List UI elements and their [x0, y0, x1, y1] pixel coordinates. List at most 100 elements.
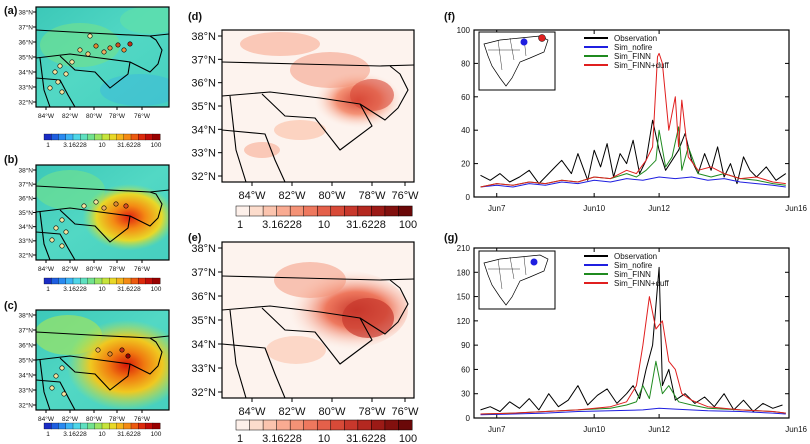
series-line-sim-finn-duff: [480, 296, 786, 415]
lon-label: 80°W: [86, 415, 103, 423]
colorbar-cell: [116, 133, 125, 141]
colorbar-label: 100: [399, 433, 417, 444]
colorbar-cell: [87, 422, 96, 430]
x-tick-label: Jun16: [785, 425, 807, 434]
colorbar-cell: [303, 205, 318, 217]
series-group: [480, 266, 786, 416]
observation-sites-b: [49, 199, 129, 249]
colorbar-label: 31.6228: [346, 433, 386, 444]
colorbar-cell: [80, 277, 88, 285]
lat-label: 37°N: [18, 326, 33, 334]
colorbar-cell: [303, 419, 318, 431]
rainbow-colorbars: 1 3.16228 10 31.6228 100 1 3.16228 10 31.6228 100…: [43, 133, 162, 438]
lon-label: 84°W: [38, 112, 55, 120]
lat-label: 36°N: [18, 38, 33, 46]
lon-label: 80°W: [318, 190, 346, 202]
lon-label: 82°W: [62, 415, 79, 423]
lat-label: 33°N: [191, 148, 216, 160]
legend-entry: Sim_FINN+duff: [614, 61, 670, 70]
map-panel-c: [35, 309, 170, 411]
y-tick-label: 180: [457, 268, 471, 277]
colorbar-cell: [65, 277, 74, 285]
colorbar-cell: [145, 422, 154, 430]
colorbar-cell: [262, 205, 278, 217]
series-line-sim-nofire: [480, 176, 786, 188]
panel-label-c: (c): [4, 300, 18, 312]
lat-label: 38°N: [18, 311, 33, 319]
lat-label: 36°N: [191, 78, 216, 90]
y-tick-label: 60: [461, 93, 470, 102]
y-tick-label: 0: [466, 193, 471, 202]
series-line-sim-finn: [480, 360, 786, 415]
y-tick-label: 100: [457, 26, 471, 35]
colorbar-cell: [94, 422, 103, 430]
lat-label: 32°N: [191, 387, 216, 399]
colorbar-cell: [72, 133, 81, 141]
lat-label: 37°N: [191, 54, 216, 66]
series-line-observation: [480, 266, 783, 412]
colorbar-cell: [109, 133, 117, 141]
colorbar-cell: [87, 277, 96, 285]
colorbar-cell: [51, 422, 59, 430]
lat-label: 37°N: [191, 267, 216, 279]
lat-label: 36°N: [191, 291, 216, 303]
colorbar-cell: [94, 277, 103, 285]
lat-label: 34°N: [18, 68, 33, 76]
lat-label: 38°N: [18, 8, 33, 16]
panel-label-g: (g): [444, 232, 458, 244]
colorbar-cell: [371, 205, 386, 217]
colorbar-cell: [289, 419, 305, 431]
observation-sites-a: [47, 33, 133, 95]
lon-label: 76°W: [391, 190, 419, 202]
colorbar-cell: [51, 277, 59, 285]
y-tick-label: 210: [457, 244, 471, 253]
colorbar-label: 10: [318, 433, 330, 444]
x-tick-label: Jun7: [488, 425, 506, 434]
colorbar-cell: [316, 205, 332, 217]
lat-label: 33°N: [18, 83, 33, 91]
colorbar-label: 3.16228: [63, 142, 87, 149]
colorbar-cell: [101, 422, 110, 430]
lat-label: 32°N: [18, 401, 33, 409]
lat-label: 32°N: [18, 251, 33, 259]
legend-entry: Sim_nofire: [614, 43, 653, 52]
colorbar-cell: [123, 133, 132, 141]
lon-label: 76°W: [134, 415, 151, 423]
legend-entry: Sim_FINN: [614, 270, 651, 279]
y-tick-label: 30: [461, 390, 470, 399]
lon-label: 76°W: [134, 265, 151, 273]
legend-entry: Sim_FINN: [614, 52, 651, 61]
lat-label: 35°N: [18, 209, 33, 217]
colorbar-cell: [116, 277, 125, 285]
colorbar-cell: [357, 419, 372, 431]
lat-label: 33°N: [191, 363, 216, 375]
small-map-axes: 38°N 37°N 36°N 35°N 34°N 33°N 32°N 84°W 82°W 80°W…: [18, 8, 150, 423]
colorbar-cell: [123, 422, 132, 430]
colorbar-cell: [123, 277, 132, 285]
plot-frame: [473, 247, 790, 419]
lat-label: 34°N: [191, 124, 216, 136]
legend-entry: Sim_nofire: [614, 261, 653, 270]
colorbar-label: 31.6228: [117, 431, 141, 438]
colorbar-cell: [138, 277, 146, 285]
observation-sites-c: [49, 347, 131, 397]
lon-label: 76°W: [134, 112, 151, 120]
map-panel-e: [221, 241, 415, 399]
colorbar-cell: [130, 422, 139, 430]
colorbar-label: 3.16228: [63, 286, 87, 293]
x-tick-label: Jun12: [648, 425, 670, 434]
x-tick-label: Jun12: [648, 204, 670, 213]
y-tick-label: 150: [457, 293, 471, 302]
series-line-sim-nofire: [480, 407, 786, 416]
colorbar-label: 100: [151, 286, 162, 293]
colorbar-cell: [58, 133, 67, 141]
colorbar-cell: [80, 133, 88, 141]
site-marker-red: [538, 34, 546, 42]
colorbar-label: 31.6228: [117, 286, 141, 293]
map-panel-a: [35, 6, 170, 108]
site-marker-blue: [520, 38, 528, 46]
lat-label: 36°N: [18, 341, 33, 349]
lat-label: 32°N: [191, 171, 216, 183]
colorbar-cell: [398, 419, 413, 431]
colorbar-cell: [330, 205, 345, 217]
